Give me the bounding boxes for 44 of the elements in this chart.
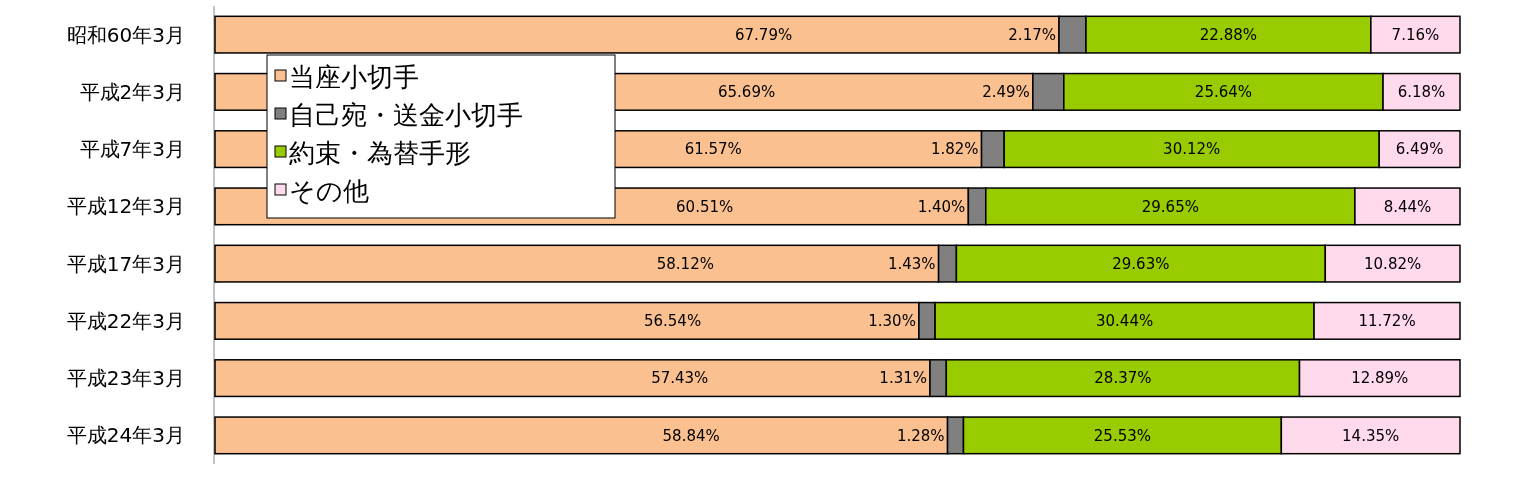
- data-label: 30.12%: [1163, 140, 1221, 159]
- data-label: 1.82%: [930, 140, 979, 159]
- data-label: 25.64%: [1194, 83, 1253, 102]
- data-label: 28.37%: [1094, 369, 1152, 388]
- data-label: 6.49%: [1395, 140, 1444, 159]
- data-label: 60.51%: [676, 197, 734, 216]
- data-label: 67.79%: [734, 25, 793, 44]
- data-label: 30.44%: [1096, 312, 1154, 331]
- data-label: 65.69%: [717, 83, 776, 102]
- data-label: 56.54%: [643, 312, 702, 331]
- data-label: 2.49%: [982, 83, 1030, 102]
- y-tick-label: 平成22年3月: [66, 308, 185, 333]
- data-label: 10.82%: [1364, 254, 1422, 273]
- data-label: 14.35%: [1342, 426, 1400, 445]
- data-label: 25.53%: [1093, 426, 1152, 445]
- legend-label: 約束・為替手形: [289, 138, 471, 169]
- data-label: 57.43%: [651, 369, 709, 388]
- data-label: 12.89%: [1351, 369, 1409, 388]
- data-label: 11.72%: [1358, 312, 1416, 331]
- y-tick-label: 平成17年3月: [66, 251, 185, 276]
- data-label: 1.40%: [917, 197, 966, 216]
- data-label: 29.65%: [1141, 197, 1199, 216]
- data-label: 58.84%: [662, 426, 720, 445]
- data-label: 1.28%: [896, 426, 945, 445]
- y-tick-label: 平成7年3月: [79, 137, 185, 162]
- y-tick-label: 平成2年3月: [79, 79, 185, 104]
- data-label: 1.31%: [879, 369, 927, 388]
- data-label: 6.18%: [1397, 83, 1446, 102]
- data-label: 1.43%: [887, 254, 936, 273]
- y-tick-label: 昭和60年3月: [66, 22, 185, 47]
- data-label: 8.44%: [1383, 197, 1432, 216]
- data-label: 29.63%: [1112, 254, 1170, 273]
- data-label: 61.57%: [684, 140, 742, 159]
- data-label: 2.17%: [1008, 25, 1056, 44]
- legend-label: 自己宛・送金小切手: [289, 100, 523, 131]
- y-tick-label: 平成24年3月: [66, 423, 185, 448]
- legend-label: 当座小切手: [289, 62, 419, 93]
- y-tick-label: 平成23年3月: [66, 366, 185, 391]
- data-label: 7.16%: [1391, 25, 1440, 44]
- legend-label: その他: [289, 176, 369, 207]
- data-label: 58.12%: [656, 254, 714, 273]
- data-label: 22.88%: [1199, 25, 1258, 44]
- data-label: 1.30%: [868, 312, 916, 331]
- y-tick-label: 平成12年3月: [66, 194, 185, 219]
